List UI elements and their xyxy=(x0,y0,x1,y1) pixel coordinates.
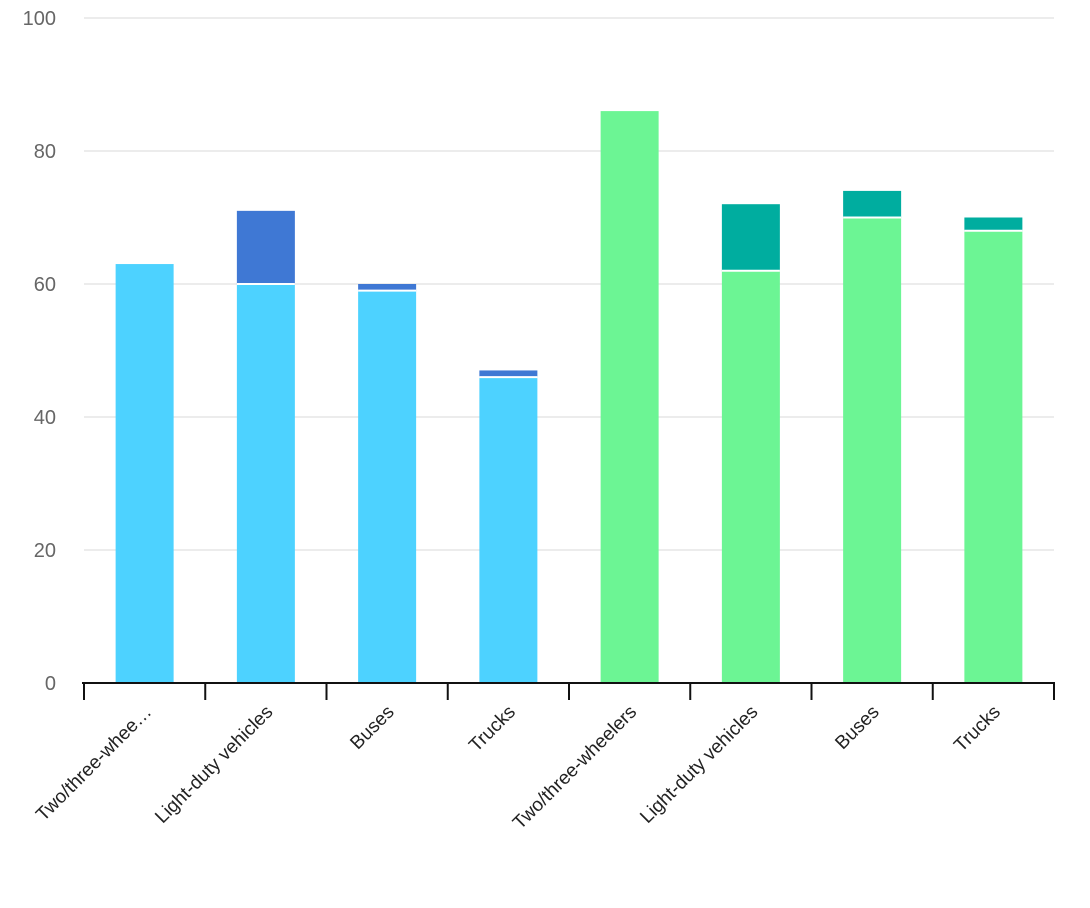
y-tick-label: 20 xyxy=(34,540,56,562)
gridlines xyxy=(84,17,1054,551)
x-tick-label: Trucks xyxy=(950,702,1005,757)
bar-1-segment-1 xyxy=(236,210,295,284)
bar-7-segment-1 xyxy=(964,217,1023,231)
x-tick-label: Two/three-wheelers xyxy=(509,702,641,834)
x-tick-label: Trucks xyxy=(465,702,520,757)
bar-2-segment-0 xyxy=(358,290,417,683)
bar-3-segment-1 xyxy=(479,370,538,378)
bar-0-segment-0 xyxy=(115,264,174,683)
bar-4-segment-0 xyxy=(600,111,659,684)
y-tick-label: 60 xyxy=(34,274,56,296)
bar-6-segment-1 xyxy=(843,190,902,218)
x-axis xyxy=(82,682,1055,700)
bar-3-segment-0 xyxy=(479,377,538,683)
x-tick-label: Light-duty vehicles xyxy=(151,702,277,828)
bar-5-segment-1 xyxy=(721,204,780,271)
x-tick-label: Light-duty vehicles xyxy=(636,702,762,828)
y-tick-label: 40 xyxy=(34,407,56,429)
y-tick-label: 100 xyxy=(23,8,56,30)
bar-5-segment-0 xyxy=(721,270,780,683)
x-tick-label: Two/three-whee… xyxy=(32,702,156,826)
bar-7-segment-0 xyxy=(964,230,1023,684)
x-tick-label: Buses xyxy=(831,702,883,754)
x-tick-label: Buses xyxy=(346,702,398,754)
y-tick-label: 0 xyxy=(45,673,56,695)
bar-1-segment-0 xyxy=(236,284,295,683)
bars xyxy=(115,111,1023,684)
y-tick-label: 80 xyxy=(34,141,56,163)
bar-2-segment-1 xyxy=(358,284,417,291)
y-axis-tick-labels: 0 20 40 60 80 100 xyxy=(23,8,56,695)
x-axis-tick-labels: Two/three-whee…Light-duty vehicles Buses T… xyxy=(32,702,1005,834)
bar-6-segment-0 xyxy=(843,217,902,683)
